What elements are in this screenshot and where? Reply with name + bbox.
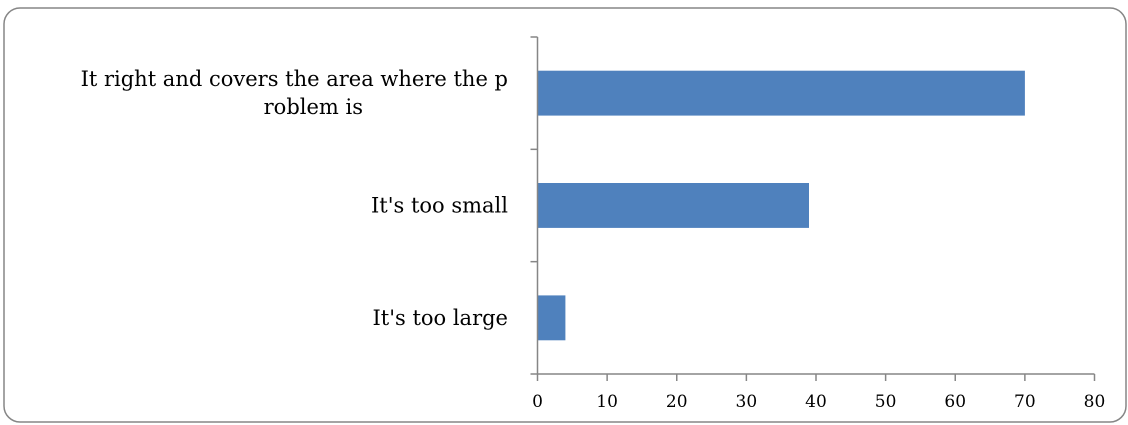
bar — [537, 295, 566, 341]
bar — [537, 183, 809, 228]
x-tick-label: 0 — [532, 392, 543, 412]
x-tick-label: 70 — [1014, 392, 1036, 412]
x-tick-label: 50 — [875, 392, 897, 412]
x-tick-label: 20 — [666, 392, 688, 412]
category-label: It's too large — [372, 306, 508, 330]
bar — [537, 70, 1025, 116]
x-tick-label: 60 — [944, 392, 966, 412]
axis-layer — [530, 36, 1096, 381]
labels-layer: 0 10 20 30 40 50 60 70 80 It right and covers the… — [81, 67, 1106, 412]
x-tick-label: 40 — [805, 392, 827, 412]
category-label: It's too small — [371, 194, 508, 218]
x-tick-label: 30 — [736, 392, 758, 412]
x-tick-label: 80 — [1084, 392, 1106, 412]
bars-layer — [537, 70, 1025, 341]
category-label: It right and covers the area where the p… — [81, 67, 508, 119]
x-tick-label: 10 — [596, 392, 618, 412]
